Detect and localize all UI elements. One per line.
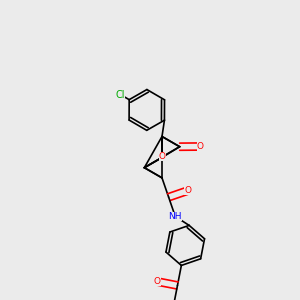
Text: Cl: Cl (116, 89, 125, 100)
Text: O: O (154, 277, 161, 286)
Text: O: O (158, 152, 166, 161)
Text: NH: NH (169, 212, 182, 221)
Text: O: O (184, 186, 191, 195)
Text: O: O (196, 142, 204, 151)
